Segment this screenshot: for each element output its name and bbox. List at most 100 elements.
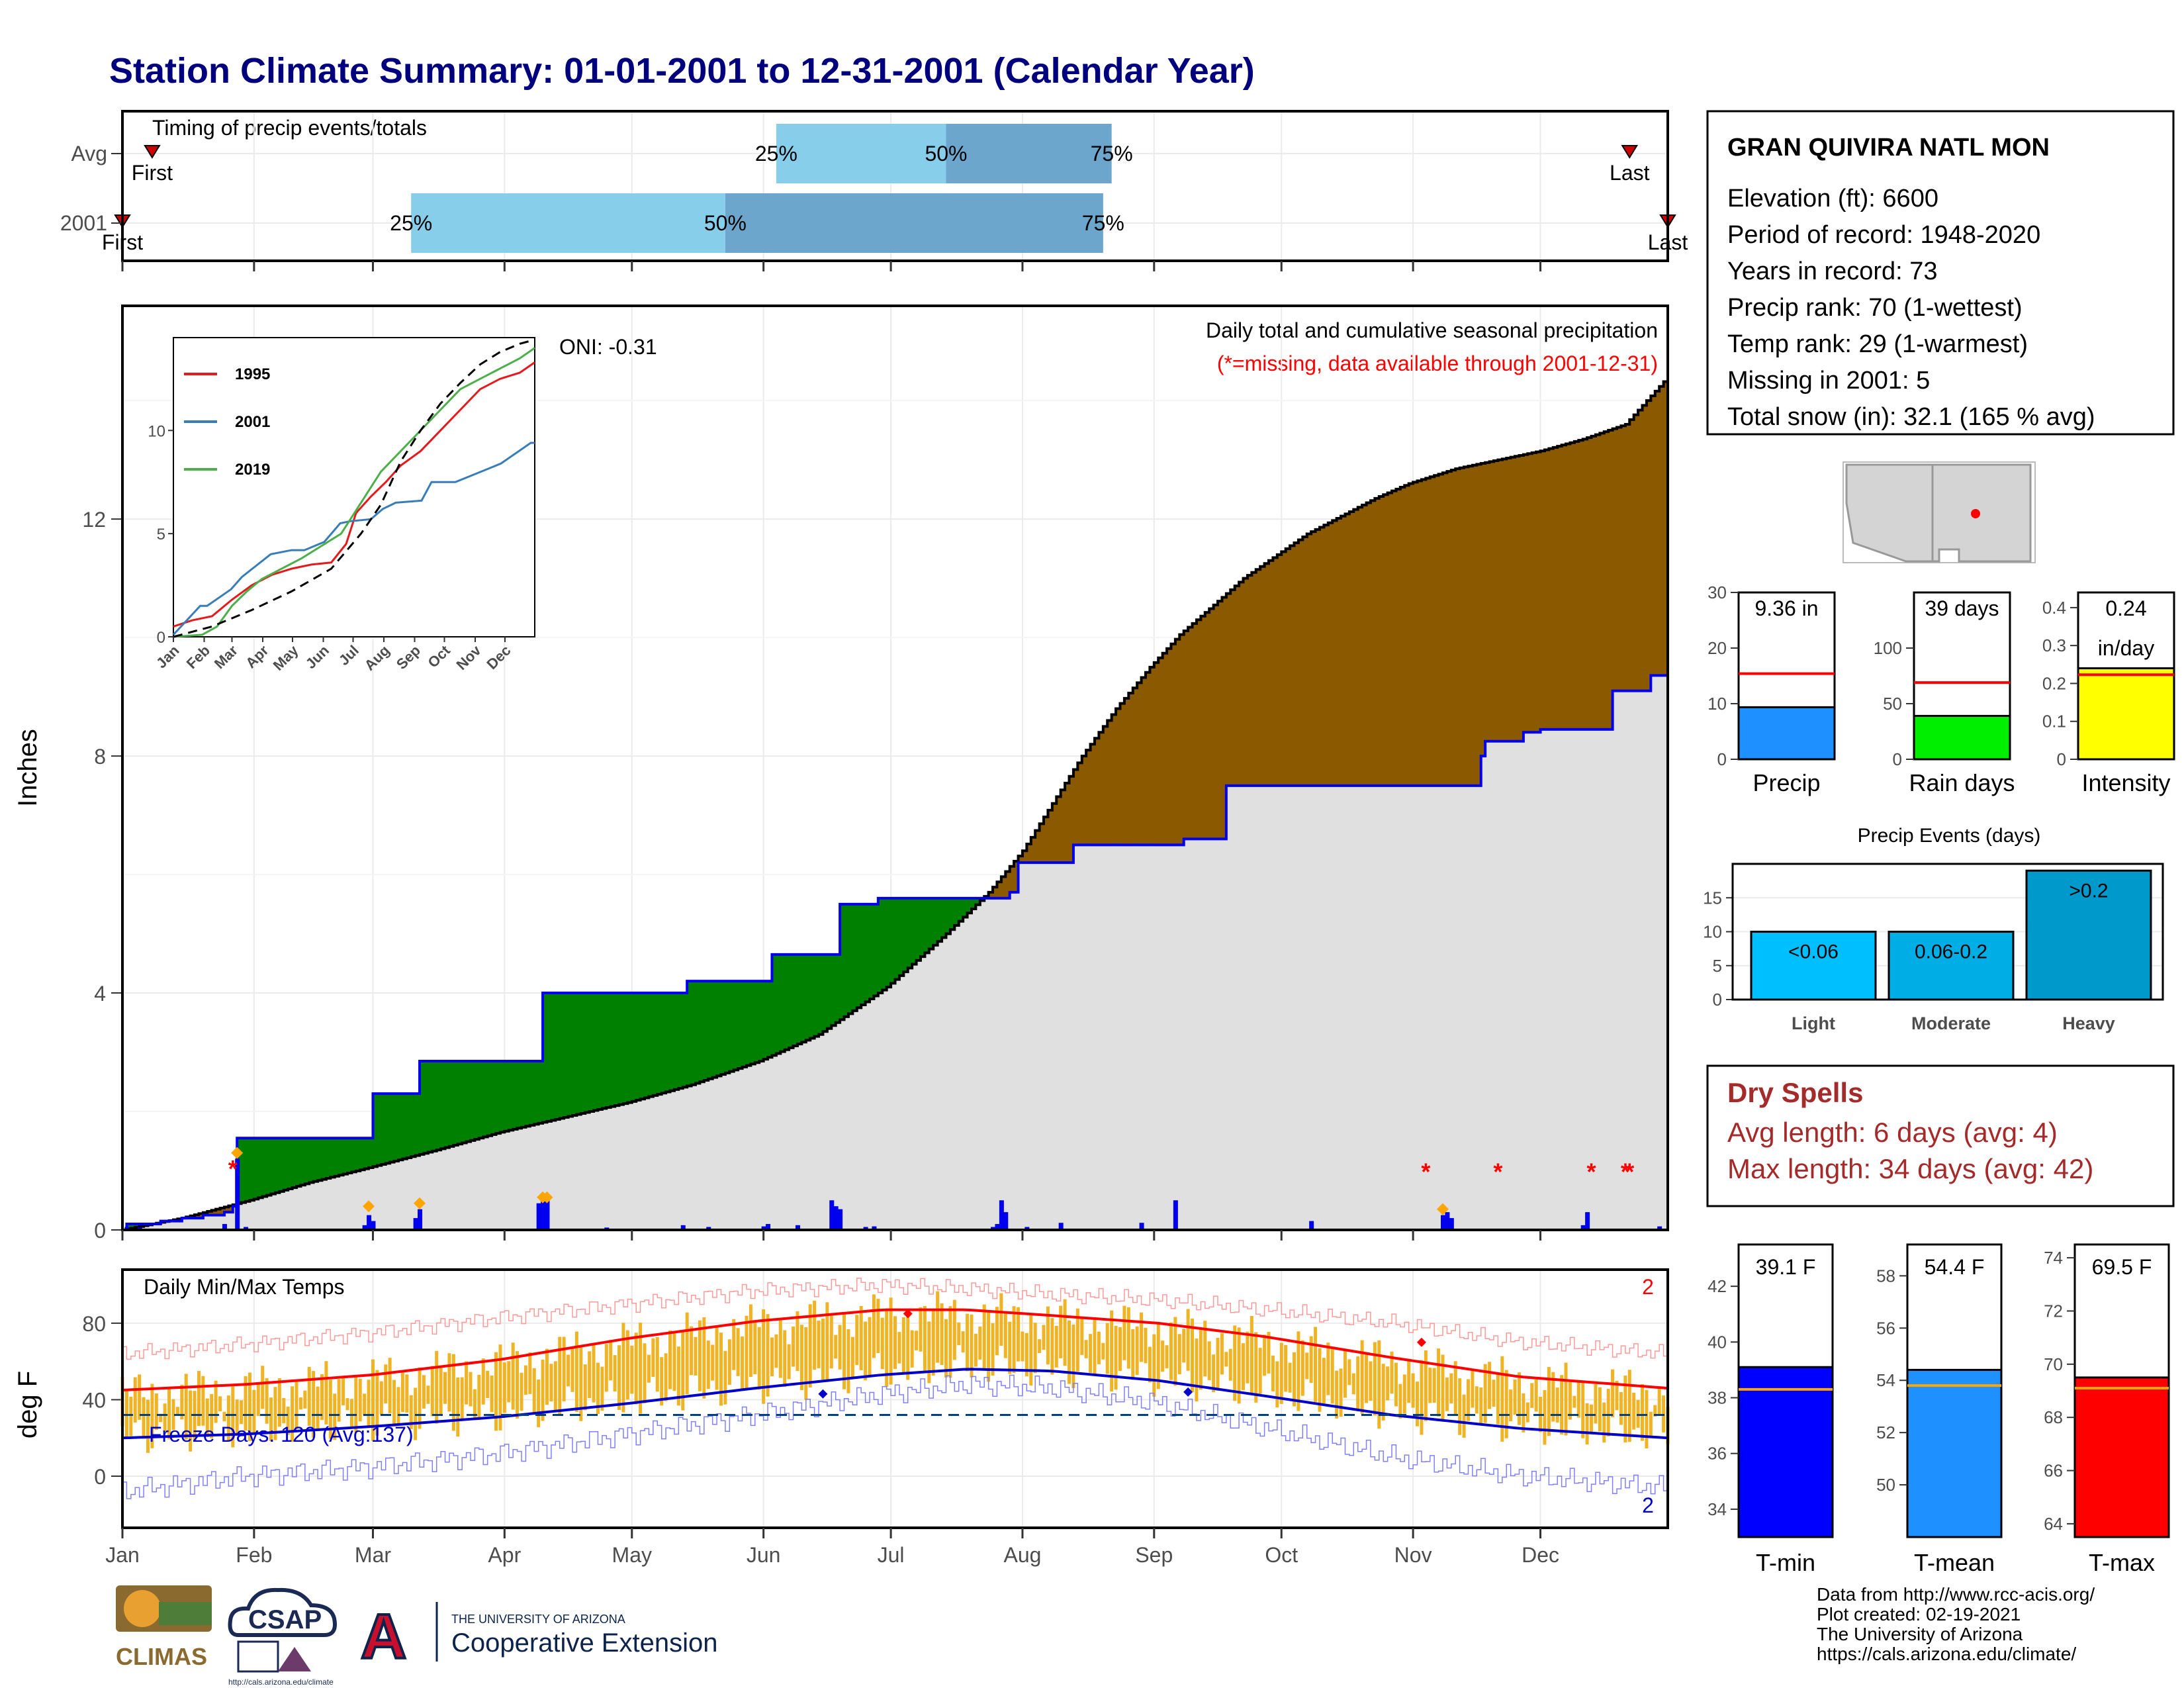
summary-bar-tick-label: 0.4 <box>2042 598 2066 618</box>
timing-panel: Timing of precip events/totals 25% 50% 75%… <box>60 110 1688 271</box>
summary-bar-tick-label: 50 <box>1883 694 1902 714</box>
station-period: Period of record: 1948-2020 <box>1727 221 2040 249</box>
missing-data-marker: * <box>228 1155 238 1182</box>
daily-precip-bar <box>838 1209 843 1230</box>
timing-row-label: 2001 <box>60 211 107 235</box>
first-event-marker <box>144 145 161 159</box>
summary-bar-tick-label: 0 <box>2057 749 2066 769</box>
daily-precip-bar <box>541 1197 546 1230</box>
inset-y-tick-label: 0 <box>157 629 165 647</box>
daily-precip-bar <box>124 1227 130 1230</box>
daily-precip-bar <box>413 1218 418 1230</box>
temp-bar-value-label: 69.5 F <box>2092 1255 2152 1279</box>
station-snow: Total snow (in): 32.1 (165 % avg) <box>1727 403 2095 431</box>
heavy-event-marker <box>414 1197 426 1209</box>
temp-bar-tick-label: 74 <box>2044 1248 2063 1268</box>
freeze-days-label: Freeze Days: 120 (Avg:137) <box>149 1423 414 1446</box>
temp-record-marker <box>1183 1387 1193 1397</box>
heavy-event-marker <box>363 1200 375 1213</box>
ua-logo: A THE UNIVERSITY OF ARIZONA Cooperative … <box>359 1600 717 1673</box>
daily-precip-bar <box>545 1200 550 1230</box>
daily-precip-bar <box>761 1226 766 1230</box>
month-label: Mar <box>355 1543 391 1567</box>
daily-precip-bar <box>536 1203 541 1230</box>
precip-base-area <box>122 675 1668 1230</box>
station-precip-rank: Precip rank: 70 (1-wettest) <box>1727 294 2023 322</box>
dry-spells-frame <box>1706 1064 2175 1207</box>
temp-summary-bars: 34 36 38 40 42 39.1 F T-min 50 52 54 56 58 54.4 F T-m… <box>1707 1243 2170 1576</box>
precip-missing-note: (*=missing, data available through 2001-… <box>1217 352 1658 375</box>
timing-q25-label: 25% <box>390 211 432 235</box>
temp-bar-value-label: 54.4 F <box>1925 1255 1985 1279</box>
dry-spells-title: Dry Spells <box>1727 1077 1863 1108</box>
inset-series-line <box>173 361 535 628</box>
precip-y-tick-label: 4 <box>94 982 106 1006</box>
temp-y-tick-label: 80 <box>82 1312 106 1336</box>
heavy-event-marker <box>541 1191 553 1203</box>
daily-precip-bar <box>991 1227 996 1230</box>
timing-q50-label: 50% <box>704 211 747 235</box>
inset-series-line <box>172 442 535 635</box>
temp-bar-value <box>1906 1368 2003 1538</box>
events-bar-label: >0.2 <box>2069 880 2108 902</box>
temp-bar-value <box>2073 1376 2170 1538</box>
temp-bar-tick-label: 64 <box>2044 1514 2063 1534</box>
daily-precip-bar <box>1445 1212 1450 1230</box>
station-name: GRAN QUIVIRA NATL MON <box>1727 134 2050 162</box>
precip-header: Daily total and cumulative seasonal prec… <box>1206 318 1658 342</box>
daily-precip-bar <box>706 1227 711 1230</box>
climas-logo: CLIMAS <box>116 1585 212 1670</box>
precip-y-tick-label: 0 <box>94 1219 106 1243</box>
cloud-icon <box>228 1587 337 1637</box>
daily-precip-bar <box>795 1225 800 1230</box>
summary-bar-label: Intensity <box>2081 769 2170 796</box>
events-tick-label: 10 <box>1703 922 1722 942</box>
station-temp-rank: Temp rank: 29 (1-warmest) <box>1727 330 2028 358</box>
daily-precip-bar <box>995 1224 1000 1230</box>
month-label: Aug <box>1003 1543 1041 1567</box>
summary-bar-tick-label: 10 <box>1707 694 1727 714</box>
daily-precip-bar <box>766 1224 771 1230</box>
summary-bar-value <box>1913 714 2011 761</box>
temp-panel: deg F 0 40 80 Daily Min/Max Temps Freeze Day… <box>13 1268 1670 1567</box>
daily-precip-bar <box>1441 1215 1446 1230</box>
month-label: Jul <box>878 1543 905 1567</box>
temp-bar-tick-label: 38 <box>1707 1388 1727 1408</box>
month-label: Oct <box>1265 1543 1298 1567</box>
temp-bar-tick-label: 56 <box>1876 1318 1895 1338</box>
inset-legend-label: 1995 <box>235 365 270 383</box>
summary-bar-value <box>1737 706 1836 761</box>
summary-bar-value-label: 39 days <box>1925 596 1999 620</box>
temp-bar-tick-label: 50 <box>1876 1475 1895 1495</box>
daily-precip-bar <box>680 1225 686 1230</box>
precip-events-chart: Precip Events (days) 0 5 10 15 <0.06 Light 0.0… <box>1703 825 2164 1033</box>
page-title: Station Climate Summary: 01-01-2001 to 1… <box>109 51 1255 91</box>
summary-bar-value-label: 9.36 in <box>1754 596 1818 620</box>
credits: Data from http://www.rcc-acis.org/ Plot … <box>1817 1584 2095 1664</box>
station-frame <box>1706 110 2175 436</box>
temp-record-marker <box>818 1389 828 1399</box>
timing-bar-q25-q50 <box>776 124 946 183</box>
station-missing: Missing in 2001: 5 <box>1727 367 1930 395</box>
precip-panel: Inches Daily total and cumulative season… <box>13 305 1669 1243</box>
avg-max-temp-line <box>122 1308 1668 1391</box>
temp-record-marker <box>903 1309 913 1319</box>
record-max-count: 2 <box>1642 1275 1654 1299</box>
first-event-label: First <box>132 161 173 185</box>
precip-frame-border <box>121 305 1669 1231</box>
station-elevation: Elevation (ft): 6600 <box>1727 185 1938 212</box>
events-category-label: Light <box>1792 1013 1835 1033</box>
climas-ground <box>159 1602 212 1625</box>
temp-bar-tick-label: 42 <box>1707 1276 1727 1296</box>
summary-bar-tick-label: 0.1 <box>2042 712 2066 731</box>
last-event-label: Last <box>1610 161 1650 185</box>
timing-q75-label: 75% <box>1091 142 1133 165</box>
avg-min-temp-line <box>122 1368 1668 1440</box>
events-tick-label: 0 <box>1713 990 1722 1009</box>
daily-precip-bar <box>418 1209 423 1230</box>
summary-bar-value-label: 0.24 <box>2105 596 2146 620</box>
temp-bar-tick-label: 36 <box>1707 1444 1727 1464</box>
temp-y-tick-label: 40 <box>82 1388 106 1412</box>
last-event-marker <box>1621 145 1639 159</box>
ua-bottom-text: Cooperative Extension <box>451 1628 717 1658</box>
